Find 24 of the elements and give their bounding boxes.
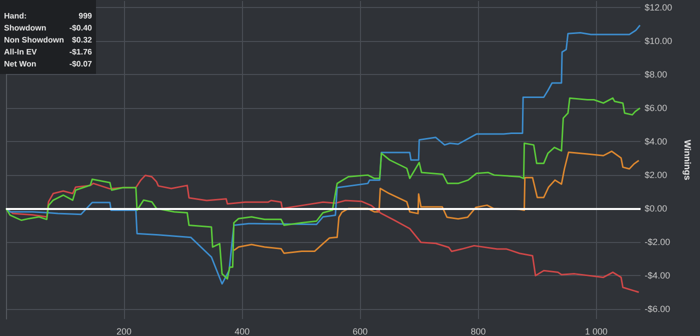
y-tick-label: $4.00 bbox=[644, 136, 668, 147]
y-tick-label: $10.00 bbox=[644, 36, 672, 46]
x-tick-label: 1 000 bbox=[585, 326, 608, 336]
y-tick-label: -$4.00 bbox=[644, 270, 670, 280]
x-tick-label: 600 bbox=[352, 326, 368, 336]
text: Showdown -$0.40 bbox=[4, 24, 92, 32]
y-axis-title: Winnings bbox=[682, 140, 692, 180]
line-series bbox=[5, 97, 641, 280]
annotation: Non Showdown $0.32 bbox=[4, 36, 93, 44]
x-tick-label: 400 bbox=[234, 326, 250, 336]
y-tick-label: -$2.00 bbox=[644, 237, 670, 248]
text: All-In EV -$1.76 bbox=[4, 48, 92, 56]
y-tick-label: $2.00 bbox=[644, 170, 668, 180]
line-series bbox=[233, 150, 640, 254]
text: Hand: 999 bbox=[4, 12, 92, 20]
y-tick-label: $0.00 bbox=[644, 204, 668, 214]
y-tick-label: $12.00 bbox=[644, 2, 672, 13]
x-tick-label: 800 bbox=[470, 326, 486, 336]
line-series bbox=[5, 24, 641, 285]
x-tick-label: 200 bbox=[116, 326, 132, 336]
y-tick-label: $6.00 bbox=[644, 103, 668, 114]
text: Net Won -$0.07 bbox=[4, 60, 92, 68]
y-tick-label: $8.00 bbox=[644, 70, 668, 80]
y-tick-label: -$6.00 bbox=[644, 304, 670, 314]
